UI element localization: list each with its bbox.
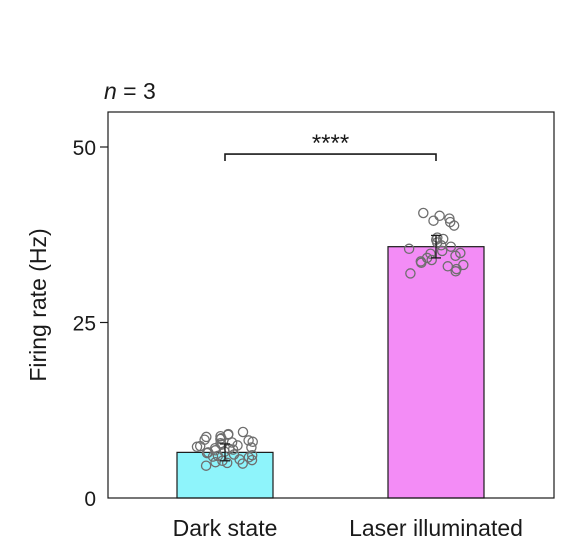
data-point — [444, 216, 456, 228]
data-point — [200, 460, 212, 471]
x-tick-label-dark-state: Dark state — [173, 515, 278, 541]
data-point — [426, 254, 437, 266]
data-point — [428, 215, 439, 226]
data-point — [445, 241, 457, 252]
data-point — [237, 426, 249, 438]
y-tick-label: 25 — [73, 313, 96, 336]
significance-label: **** — [312, 130, 349, 157]
data-point — [221, 457, 233, 469]
plot-frame — [107, 111, 555, 499]
data-point — [246, 454, 258, 466]
data-point — [436, 245, 448, 257]
data-point — [246, 449, 258, 461]
data-point — [403, 243, 415, 255]
data-point — [434, 210, 445, 222]
data-point — [418, 207, 429, 219]
data-point — [415, 256, 427, 267]
data-point — [455, 247, 466, 259]
sample-size-label: n = 3 — [104, 78, 156, 104]
data-point — [215, 437, 226, 449]
svg-text:n = 3: n = 3 — [104, 78, 156, 104]
data-point — [191, 441, 203, 453]
y-axis-label: Firing rate (Hz) — [25, 228, 51, 381]
data-point — [247, 436, 258, 448]
x-tick-label-laser-illuminated: Laser illuminated — [349, 515, 523, 541]
data-point — [215, 430, 226, 442]
y-tick-label: 50 — [73, 137, 96, 160]
sample-size-symbol: n — [104, 78, 117, 104]
data-point — [199, 434, 210, 445]
sample-size-value: = 3 — [117, 78, 156, 104]
data-point — [405, 268, 416, 279]
significance-bracket — [224, 153, 437, 162]
data-point — [210, 456, 221, 468]
data-point — [202, 447, 214, 458]
data-point — [246, 442, 257, 453]
bar-laser-illuminated — [387, 246, 485, 499]
data-point — [201, 431, 212, 443]
data-point — [450, 266, 461, 277]
data-point — [437, 233, 449, 245]
y-tick-label: 0 — [84, 488, 96, 511]
